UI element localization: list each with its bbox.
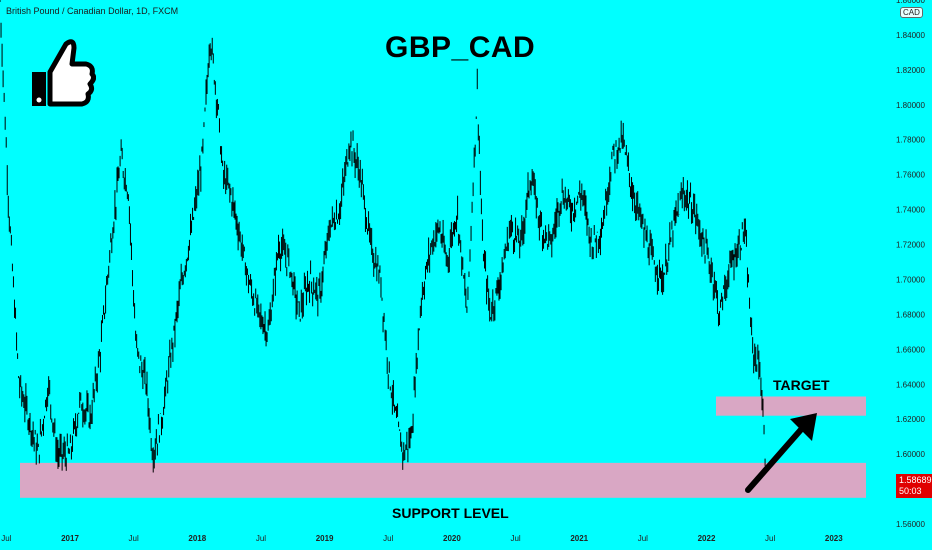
zone-target <box>716 396 866 416</box>
y-tick-label: 1.84000 <box>896 31 925 40</box>
x-tick-label: Jul <box>256 534 266 543</box>
support-label: SUPPORT LEVEL <box>392 505 509 521</box>
x-tick-label: Jul <box>638 534 648 543</box>
symbol-description: British Pound / Canadian Dollar, 1D, FXC… <box>6 6 179 16</box>
target-arrow <box>745 413 817 493</box>
y-tick-label: 1.66000 <box>896 345 925 354</box>
y-tick-label: 1.72000 <box>896 241 925 250</box>
y-tick-label: 1.82000 <box>896 66 925 75</box>
x-axis: Jul 2017 Jul 2018 Jul 2019 Jul 2020 Jul 2021 Jul 20… <box>1 534 843 543</box>
x-tick-label: Jul <box>1 534 11 543</box>
current-price-tag: 1.58689 50:03 <box>896 474 932 498</box>
y-axis: 1.560001.580001.600001.620001.640001.660… <box>896 0 925 529</box>
y-tick-label: 1.68000 <box>896 310 925 319</box>
y-tick-label: 1.62000 <box>896 415 925 424</box>
y-tick-label: 1.70000 <box>896 275 925 284</box>
chart-title: GBP_CAD <box>385 31 536 64</box>
target-label: TARGET <box>773 377 830 393</box>
current-price: 1.58689 <box>899 475 932 485</box>
x-tick-label: Jul <box>765 534 775 543</box>
x-tick-label: Jul <box>129 534 139 543</box>
arrow-shaft <box>745 422 808 493</box>
x-tick-label: 2022 <box>698 534 716 543</box>
arrow-head <box>790 413 817 441</box>
y-tick-label: 1.86000 <box>896 0 925 5</box>
x-tick-label: 2023 <box>825 534 843 543</box>
x-tick-label: Jul <box>510 534 520 543</box>
zone-support <box>20 462 866 498</box>
thumbs-up-icon <box>32 39 96 107</box>
y-tick-label: 1.56000 <box>896 520 925 529</box>
y-tick-label: 1.74000 <box>896 206 925 215</box>
bar-countdown: 50:03 <box>899 486 922 496</box>
x-tick-label: 2020 <box>443 534 461 543</box>
x-tick-label: 2017 <box>61 534 79 543</box>
candles-layer <box>0 0 766 473</box>
y-tick-label: 1.64000 <box>896 380 925 389</box>
x-tick-label: Jul <box>383 534 393 543</box>
y-tick-label: 1.76000 <box>896 171 925 180</box>
x-tick-label: 2018 <box>188 534 206 543</box>
zones-layer <box>20 396 866 498</box>
x-tick-label: 2019 <box>316 534 334 543</box>
y-tick-label: 1.60000 <box>896 450 925 459</box>
y-tick-label: 1.78000 <box>896 136 925 145</box>
x-tick-label: 2021 <box>570 534 588 543</box>
currency-badge[interactable]: CAD <box>900 7 923 18</box>
y-tick-label: 1.80000 <box>896 101 925 110</box>
